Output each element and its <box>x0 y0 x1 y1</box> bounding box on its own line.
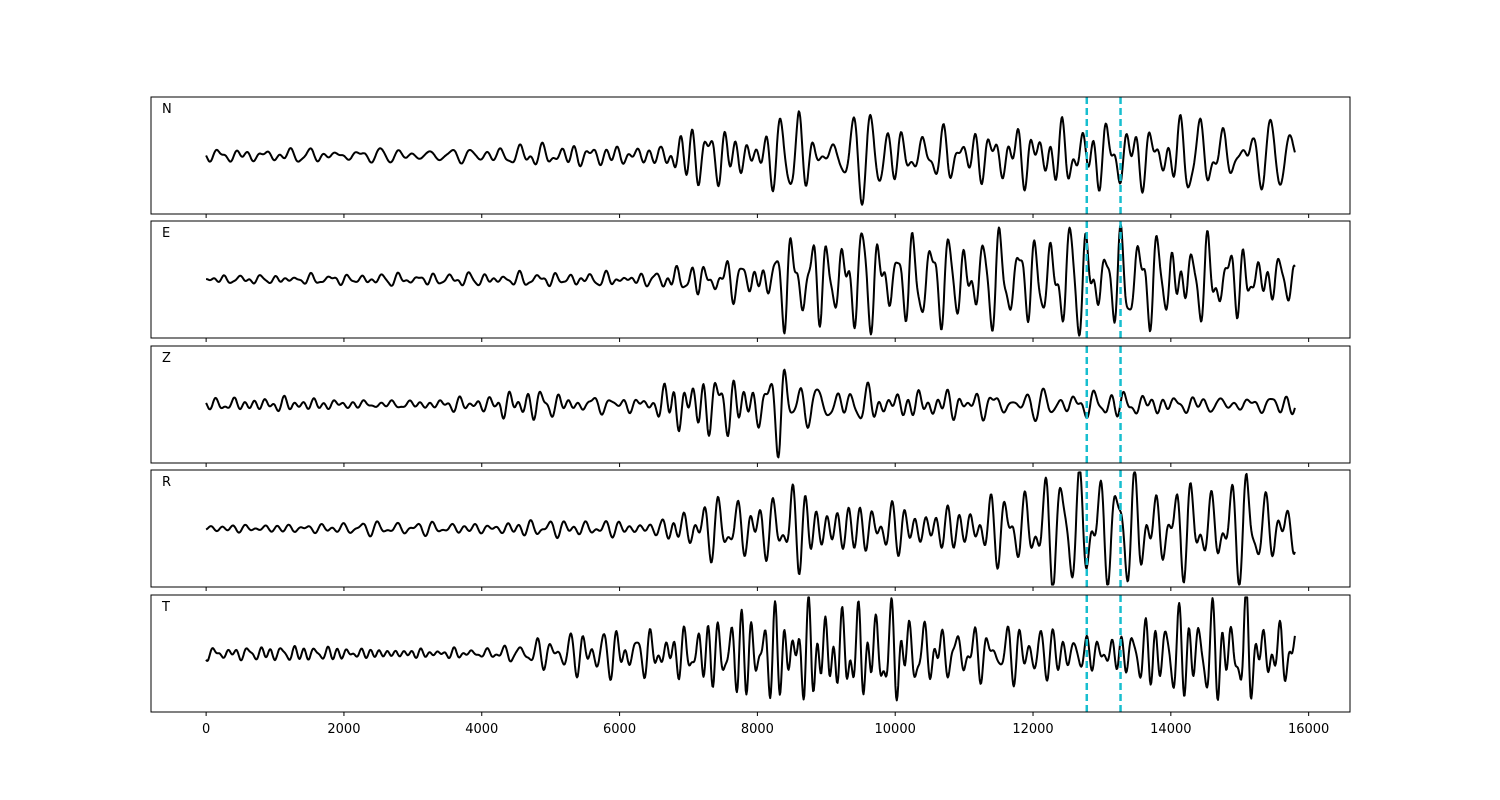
panel-e: E <box>150 220 1351 342</box>
panel-label: N <box>162 102 172 117</box>
x-tick-label: 2000 <box>327 722 360 737</box>
x-axis-tick-labels: 0 2000 4000 6000 8000 10000 12000 14000 16000 <box>202 722 1329 737</box>
panel-label: T <box>161 600 170 615</box>
x-tick-label: 16000 <box>1288 722 1329 737</box>
x-tick-label: 4000 <box>465 722 498 737</box>
panel-label: E <box>162 226 170 241</box>
x-tick-label: 12000 <box>1012 722 1053 737</box>
x-tick-label: 14000 <box>1150 722 1191 737</box>
waveform-e <box>205 223 1296 337</box>
waveform-z <box>205 368 1296 459</box>
panel-n: N <box>150 96 1351 218</box>
panel-z: Z <box>150 345 1351 467</box>
x-tick-label: 8000 <box>741 722 774 737</box>
waveform-r <box>205 471 1296 586</box>
panel-frame <box>150 96 1351 215</box>
x-tick-label: 0 <box>202 722 210 737</box>
panel-t: T <box>150 594 1351 716</box>
panel-label: Z <box>162 351 171 366</box>
panel-frame <box>150 345 1351 464</box>
panel-frame <box>150 469 1351 588</box>
panel-label: R <box>162 475 171 490</box>
panel-frame <box>150 220 1351 339</box>
panel-r: R <box>150 469 1351 591</box>
x-tick-label: 10000 <box>875 722 916 737</box>
waveform-t <box>205 596 1296 702</box>
panel-frame <box>150 594 1351 713</box>
waveform-n <box>205 110 1296 206</box>
x-tick-label: 6000 <box>603 722 636 737</box>
